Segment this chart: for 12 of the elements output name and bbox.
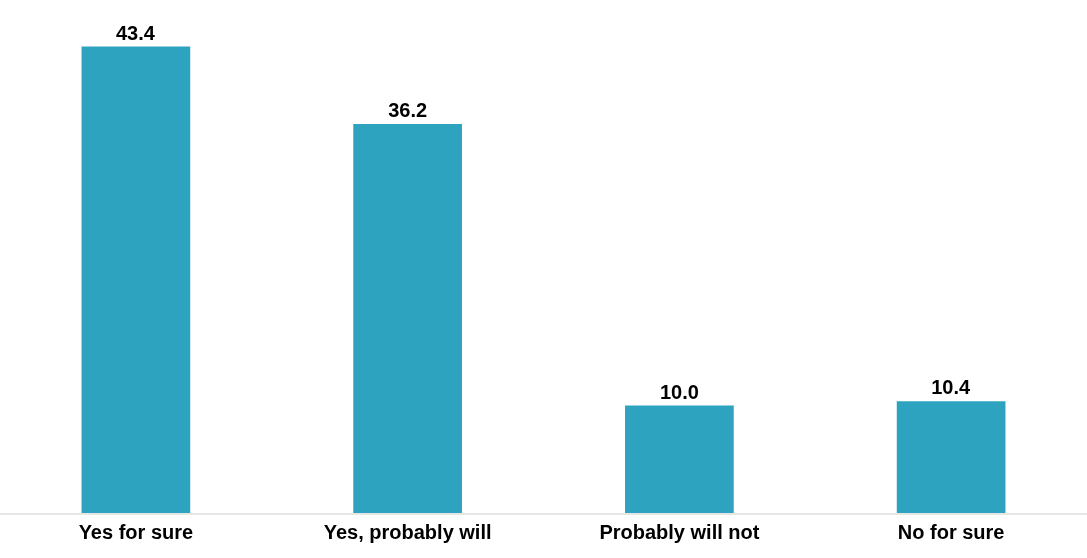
x-tick-label: No for sure xyxy=(897,521,1005,543)
x-tick-label: Yes for sure xyxy=(78,521,194,543)
bar xyxy=(81,46,191,513)
data-label: 43.4 xyxy=(115,21,156,44)
data-label: 10.4 xyxy=(931,376,972,399)
data-label: 36.2 xyxy=(388,98,428,121)
data-label: 10.0 xyxy=(659,380,699,403)
bar xyxy=(625,405,734,513)
x-tick-label: Probably will not xyxy=(599,521,760,543)
bar xyxy=(353,123,462,513)
bar xyxy=(896,401,1006,513)
x-tick-label: Yes, probably will xyxy=(323,521,492,543)
